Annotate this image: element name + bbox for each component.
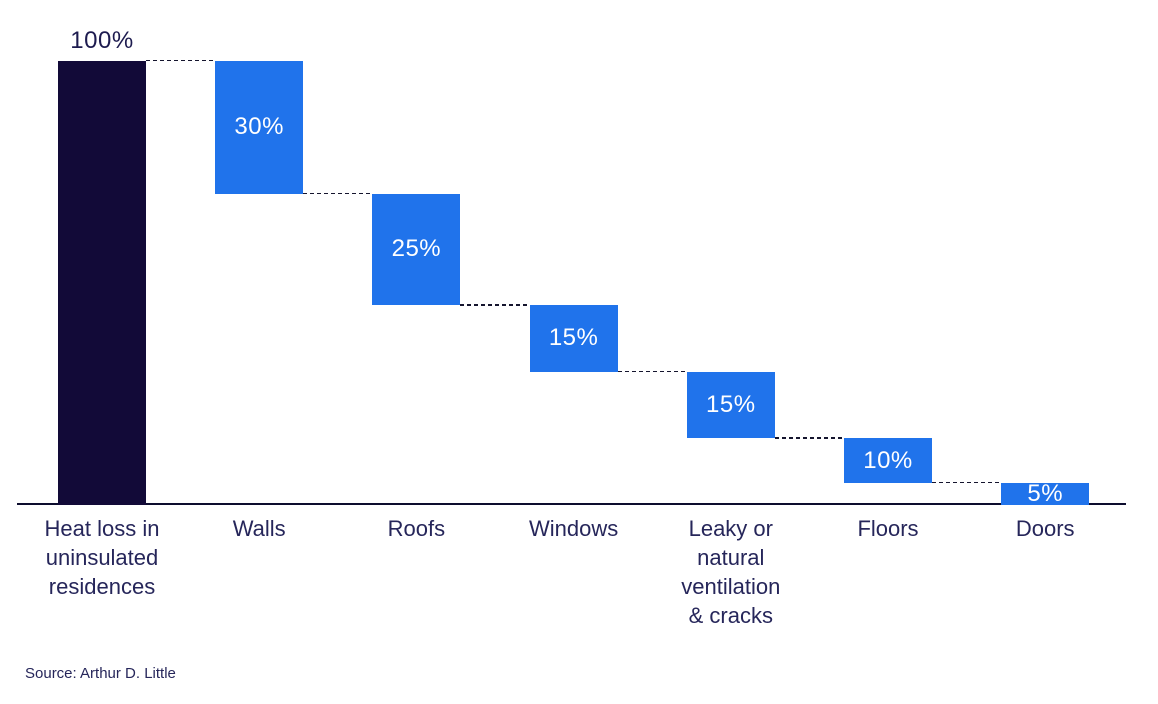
bar-value-label: 25% <box>391 235 442 263</box>
bar-value-label: 15% <box>548 324 599 352</box>
bar-value-label: 5% <box>1027 479 1064 507</box>
bar-heat-loss-in-uninsulated-residences <box>58 60 146 505</box>
category-label-heat-loss-in-uninsulated-residences: Heat loss in uninsulated residences <box>44 516 160 599</box>
bar-windows <box>529 305 618 372</box>
bar-value-label: 10% <box>863 446 913 474</box>
x-axis-line <box>17 503 1126 505</box>
category-label-floors: Floors <box>857 516 919 541</box>
bar-walls <box>215 60 304 194</box>
bar-doors <box>1001 482 1090 505</box>
category-label-doors: Doors <box>1015 516 1075 541</box>
connector-line <box>932 481 1002 484</box>
connector-line <box>460 304 530 306</box>
connector-line <box>617 370 687 373</box>
category-label-roofs: Roofs <box>387 516 446 541</box>
bar-value-label: 15% <box>706 391 756 418</box>
connector-line <box>146 59 216 62</box>
bar-value-label: 30% <box>234 113 284 141</box>
connector-line <box>774 437 844 439</box>
source-note: Source: Arthur D. Little <box>25 665 176 682</box>
category-label-walls: Walls <box>232 516 286 541</box>
category-label-windows: Windows <box>528 516 619 541</box>
category-label-leaky-or-natural-ventilation-cracks: Leaky or natural ventilation & cracks <box>681 516 781 628</box>
bar-roofs <box>372 193 461 305</box>
bar-leaky-or-natural-ventilation-cracks <box>686 371 775 439</box>
connector-line <box>303 192 373 195</box>
bar-value-label: 100% <box>70 26 134 54</box>
bar-floors <box>844 438 932 483</box>
